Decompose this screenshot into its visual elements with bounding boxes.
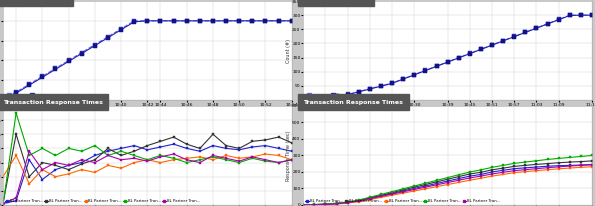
Y-axis label: Count (#): Count (#) [286,39,291,63]
Legend: Target, Active Users: Target, Active Users [5,94,64,98]
Text: Transaction Response Times: Transaction Response Times [3,100,103,105]
Legend: BL Partner Tran..., BL Partner Tran..., BL Partner Tran..., BL Partner Tran..., : BL Partner Tran..., BL Partner Tran..., … [305,199,501,203]
Text: Transaction Response Times: Transaction Response Times [303,100,403,105]
Legend: BL Partner Tran..., BL Partner Tran..., BL Partner Tran..., BL Partner Tran..., : BL Partner Tran..., BL Partner Tran..., … [5,199,201,203]
Y-axis label: Response Time (sec): Response Time (sec) [286,130,291,181]
Legend: Target, Active Users: Target, Active Users [305,94,364,98]
